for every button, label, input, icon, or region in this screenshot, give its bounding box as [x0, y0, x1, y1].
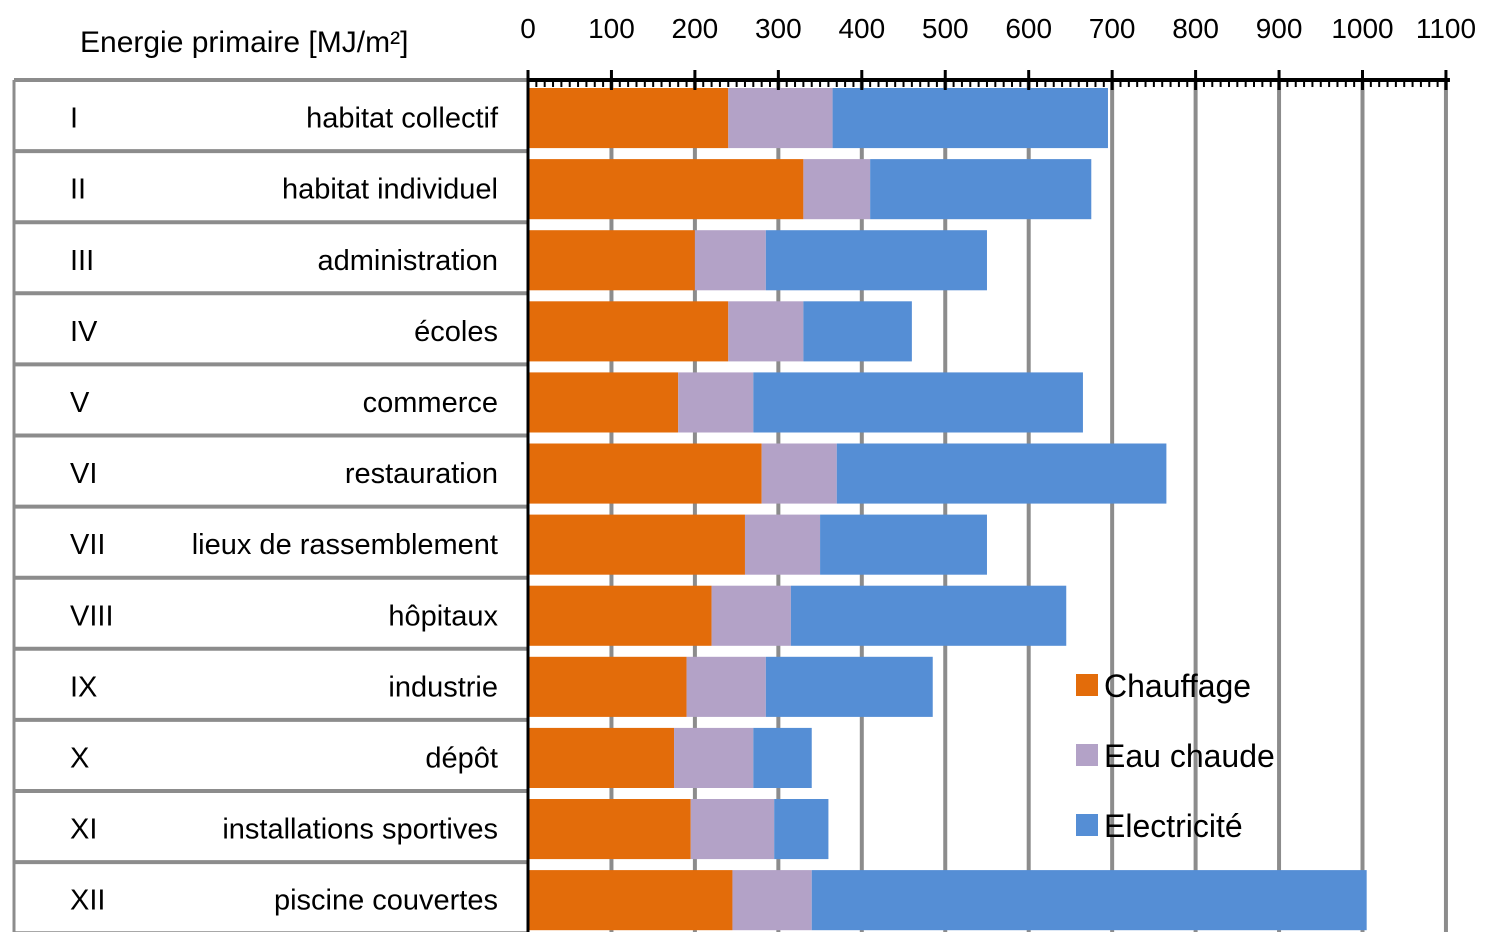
category-code: VII: [70, 529, 105, 561]
x-tick-label: 300: [755, 13, 802, 44]
bar-segment: [728, 301, 804, 362]
bar-segment: [528, 727, 675, 788]
bar-segment: [694, 230, 766, 291]
category-code: I: [70, 103, 78, 135]
category-code: IX: [70, 671, 97, 703]
x-tick-label: 800: [1172, 13, 1219, 44]
category-code: II: [70, 174, 86, 206]
x-tick-label: 600: [1005, 13, 1052, 44]
category-label: installations sportives: [222, 814, 498, 846]
category-code: V: [70, 387, 90, 419]
bar-segment: [528, 656, 687, 717]
category-row-bands: [12, 78, 528, 932]
bar-segment: [753, 372, 1083, 433]
bar-segment: [728, 88, 833, 149]
legend: Chauffage Eau chaude Electricité: [1076, 668, 1275, 844]
x-tick-label: 1100: [1416, 13, 1476, 44]
bar-segment: [528, 514, 745, 575]
category-code: XI: [70, 814, 97, 846]
bar-segment: [761, 443, 837, 504]
category-code: III: [70, 245, 94, 277]
x-tick-label: 400: [838, 13, 885, 44]
category-label: lieux de rassemblement: [192, 529, 498, 561]
bar-segment: [870, 159, 1092, 220]
bar-segment: [836, 443, 1167, 504]
x-tick-label: 500: [922, 13, 969, 44]
x-tick-label: 700: [1089, 13, 1136, 44]
bar-segment: [803, 159, 871, 220]
x-tick-label: 1000: [1331, 13, 1393, 44]
grid-lines: [609, 80, 1448, 932]
bar-segment: [753, 727, 812, 788]
bar-segment: [528, 159, 804, 220]
bar-segment: [832, 88, 1108, 149]
category-code: VIII: [70, 600, 114, 632]
bar-segment: [732, 870, 812, 931]
x-tick-label: 0: [520, 13, 536, 44]
legend-label: Eau chaude: [1104, 738, 1275, 774]
bar-segment: [528, 230, 695, 291]
category-label: habitat individuel: [282, 174, 498, 206]
bar-segment: [690, 799, 775, 860]
category-label: écoles: [414, 316, 498, 348]
bar-segment: [765, 656, 933, 717]
bar-segment: [811, 870, 1367, 931]
category-label: piscine couvertes: [274, 885, 498, 917]
bars: [528, 88, 1367, 931]
category-label: industrie: [388, 671, 498, 703]
x-axis: 0 100 200 300 400 500 600 700 800 900 1000 1100: [520, 13, 1476, 932]
chart-title: Energie primaire [MJ/m²]: [80, 26, 408, 59]
legend-label: Electricité: [1104, 808, 1243, 844]
bar-segment: [528, 585, 712, 646]
category-code: XII: [70, 885, 105, 917]
bar-segment: [528, 799, 691, 860]
x-tick-label: 900: [1256, 13, 1303, 44]
legend-swatch: [1076, 744, 1098, 766]
legend-swatch: [1076, 674, 1098, 696]
category-label: commerce: [363, 387, 498, 419]
bar-segment: [528, 88, 729, 149]
bar-segment: [765, 230, 987, 291]
bar-segment: [528, 870, 733, 931]
bar-segment: [803, 301, 912, 362]
x-tick-label: 200: [672, 13, 719, 44]
legend-label: Chauffage: [1104, 668, 1251, 704]
bar-segment: [674, 727, 754, 788]
category-label: restauration: [345, 458, 498, 490]
bar-segment: [790, 585, 1067, 646]
bar-segment: [774, 799, 829, 860]
category-code: X: [70, 742, 89, 774]
category-label: dépôt: [425, 742, 498, 774]
bar-segment: [528, 372, 679, 433]
bar-segment: [711, 585, 791, 646]
bar-segment: [686, 656, 766, 717]
bar-segment: [528, 443, 762, 504]
bar-segment: [528, 301, 729, 362]
category-labels: habitat collectif habitat individuel admin…: [192, 103, 499, 917]
category-label: administration: [317, 245, 498, 277]
legend-swatch: [1076, 814, 1098, 836]
category-label: habitat collectif: [306, 103, 499, 135]
bar-segment: [744, 514, 821, 575]
x-tick-label: 100: [588, 13, 635, 44]
bar-segment: [820, 514, 987, 575]
category-code: IV: [70, 316, 98, 348]
category-label: hôpitaux: [388, 600, 498, 632]
bar-segment: [678, 372, 754, 433]
category-code: VI: [70, 458, 97, 490]
